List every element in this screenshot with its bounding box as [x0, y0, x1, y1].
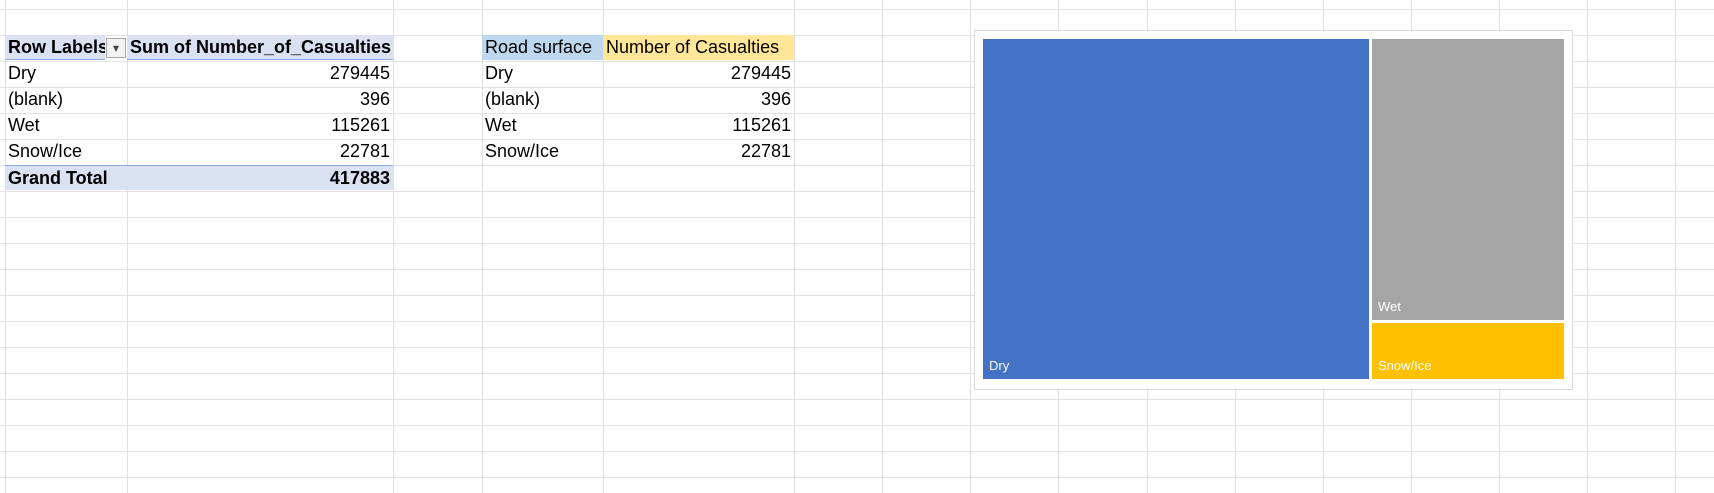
grid-row-line: [0, 425, 1714, 426]
grid-row-line: [0, 321, 1714, 322]
treemap-plot-area: Dry Wet Snow/Ice: [983, 39, 1564, 379]
grid-column-line: [5, 0, 6, 493]
source-row-label[interactable]: Wet: [485, 115, 517, 135]
filter-dropdown-icon[interactable]: ▾: [106, 38, 126, 58]
grid-row-line: [0, 113, 1714, 114]
grid-row-line: [0, 451, 1714, 452]
pivot-row-value[interactable]: 115261: [331, 115, 390, 135]
grid-column-line: [1675, 0, 1676, 493]
grid-column-line: [1587, 0, 1588, 493]
grid-column-line: [603, 0, 604, 493]
grid-row-line: [0, 243, 1714, 244]
grid-row-line: [0, 139, 1714, 140]
treemap-tile-label: Wet: [1378, 299, 1401, 314]
pivot-grand-total-value[interactable]: 417883: [127, 165, 393, 190]
grid-row-line: [0, 165, 1714, 166]
grid-row-line: [0, 9, 1714, 10]
grid-column-line: [393, 0, 394, 493]
grid-row-line: [0, 373, 1714, 374]
grid-row-line: [0, 269, 1714, 270]
treemap-tile-label: Dry: [989, 358, 1010, 373]
treemap-chart[interactable]: Dry Wet Snow/Ice: [974, 30, 1573, 390]
grid-row-line: [0, 347, 1714, 348]
grid-row-line: [0, 61, 1714, 62]
grid-row-line: [0, 35, 1714, 36]
grid-column-line: [794, 0, 795, 493]
source-row-value[interactable]: 396: [760, 89, 791, 109]
source-row-label[interactable]: Snow/Ice: [485, 141, 560, 161]
treemap-tile-snow-ice[interactable]: Snow/Ice: [1372, 323, 1564, 379]
grid-row-line: [0, 295, 1714, 296]
treemap-tile-wet[interactable]: Wet: [1372, 39, 1564, 320]
pivot-row-label[interactable]: Wet: [8, 115, 40, 135]
grid-row-line: [0, 477, 1714, 478]
pivot-row-value[interactable]: 279445: [329, 63, 390, 83]
source-row-value[interactable]: 22781: [740, 141, 791, 161]
pivot-row-label[interactable]: Snow/Ice: [8, 141, 83, 161]
pivot-grand-total-label[interactable]: Grand Total: [5, 165, 127, 190]
pivot-row-label[interactable]: Dry: [8, 63, 36, 83]
treemap-tile-label: Snow/Ice: [1378, 358, 1432, 373]
grid-row-line: [0, 87, 1714, 88]
source-header-road-surface[interactable]: Road surface: [482, 35, 603, 60]
pivot-header-row-labels[interactable]: Row Labels: [5, 35, 105, 60]
pivot-row-value[interactable]: 396: [359, 89, 390, 109]
treemap-tile-dry[interactable]: Dry: [983, 39, 1369, 379]
pivot-row-value[interactable]: 22781: [339, 141, 390, 161]
grid-column-line: [482, 0, 483, 493]
grid-row-line: [0, 191, 1714, 192]
source-row-value[interactable]: 279445: [730, 63, 791, 83]
grid-row-line: [0, 217, 1714, 218]
pivot-header-sum[interactable]: Sum of Number_of_Casualties: [127, 35, 393, 60]
grid-column-line: [882, 0, 883, 493]
pivot-row-label[interactable]: (blank): [8, 89, 64, 109]
source-header-casualties[interactable]: Number of Casualties: [603, 35, 794, 60]
grid-row-line: [0, 399, 1714, 400]
source-row-label[interactable]: Dry: [485, 63, 513, 83]
grid-column-line: [127, 0, 128, 493]
grid-column-line: [970, 0, 971, 493]
source-row-value[interactable]: 115261: [732, 115, 791, 135]
source-row-label[interactable]: (blank): [485, 89, 541, 109]
